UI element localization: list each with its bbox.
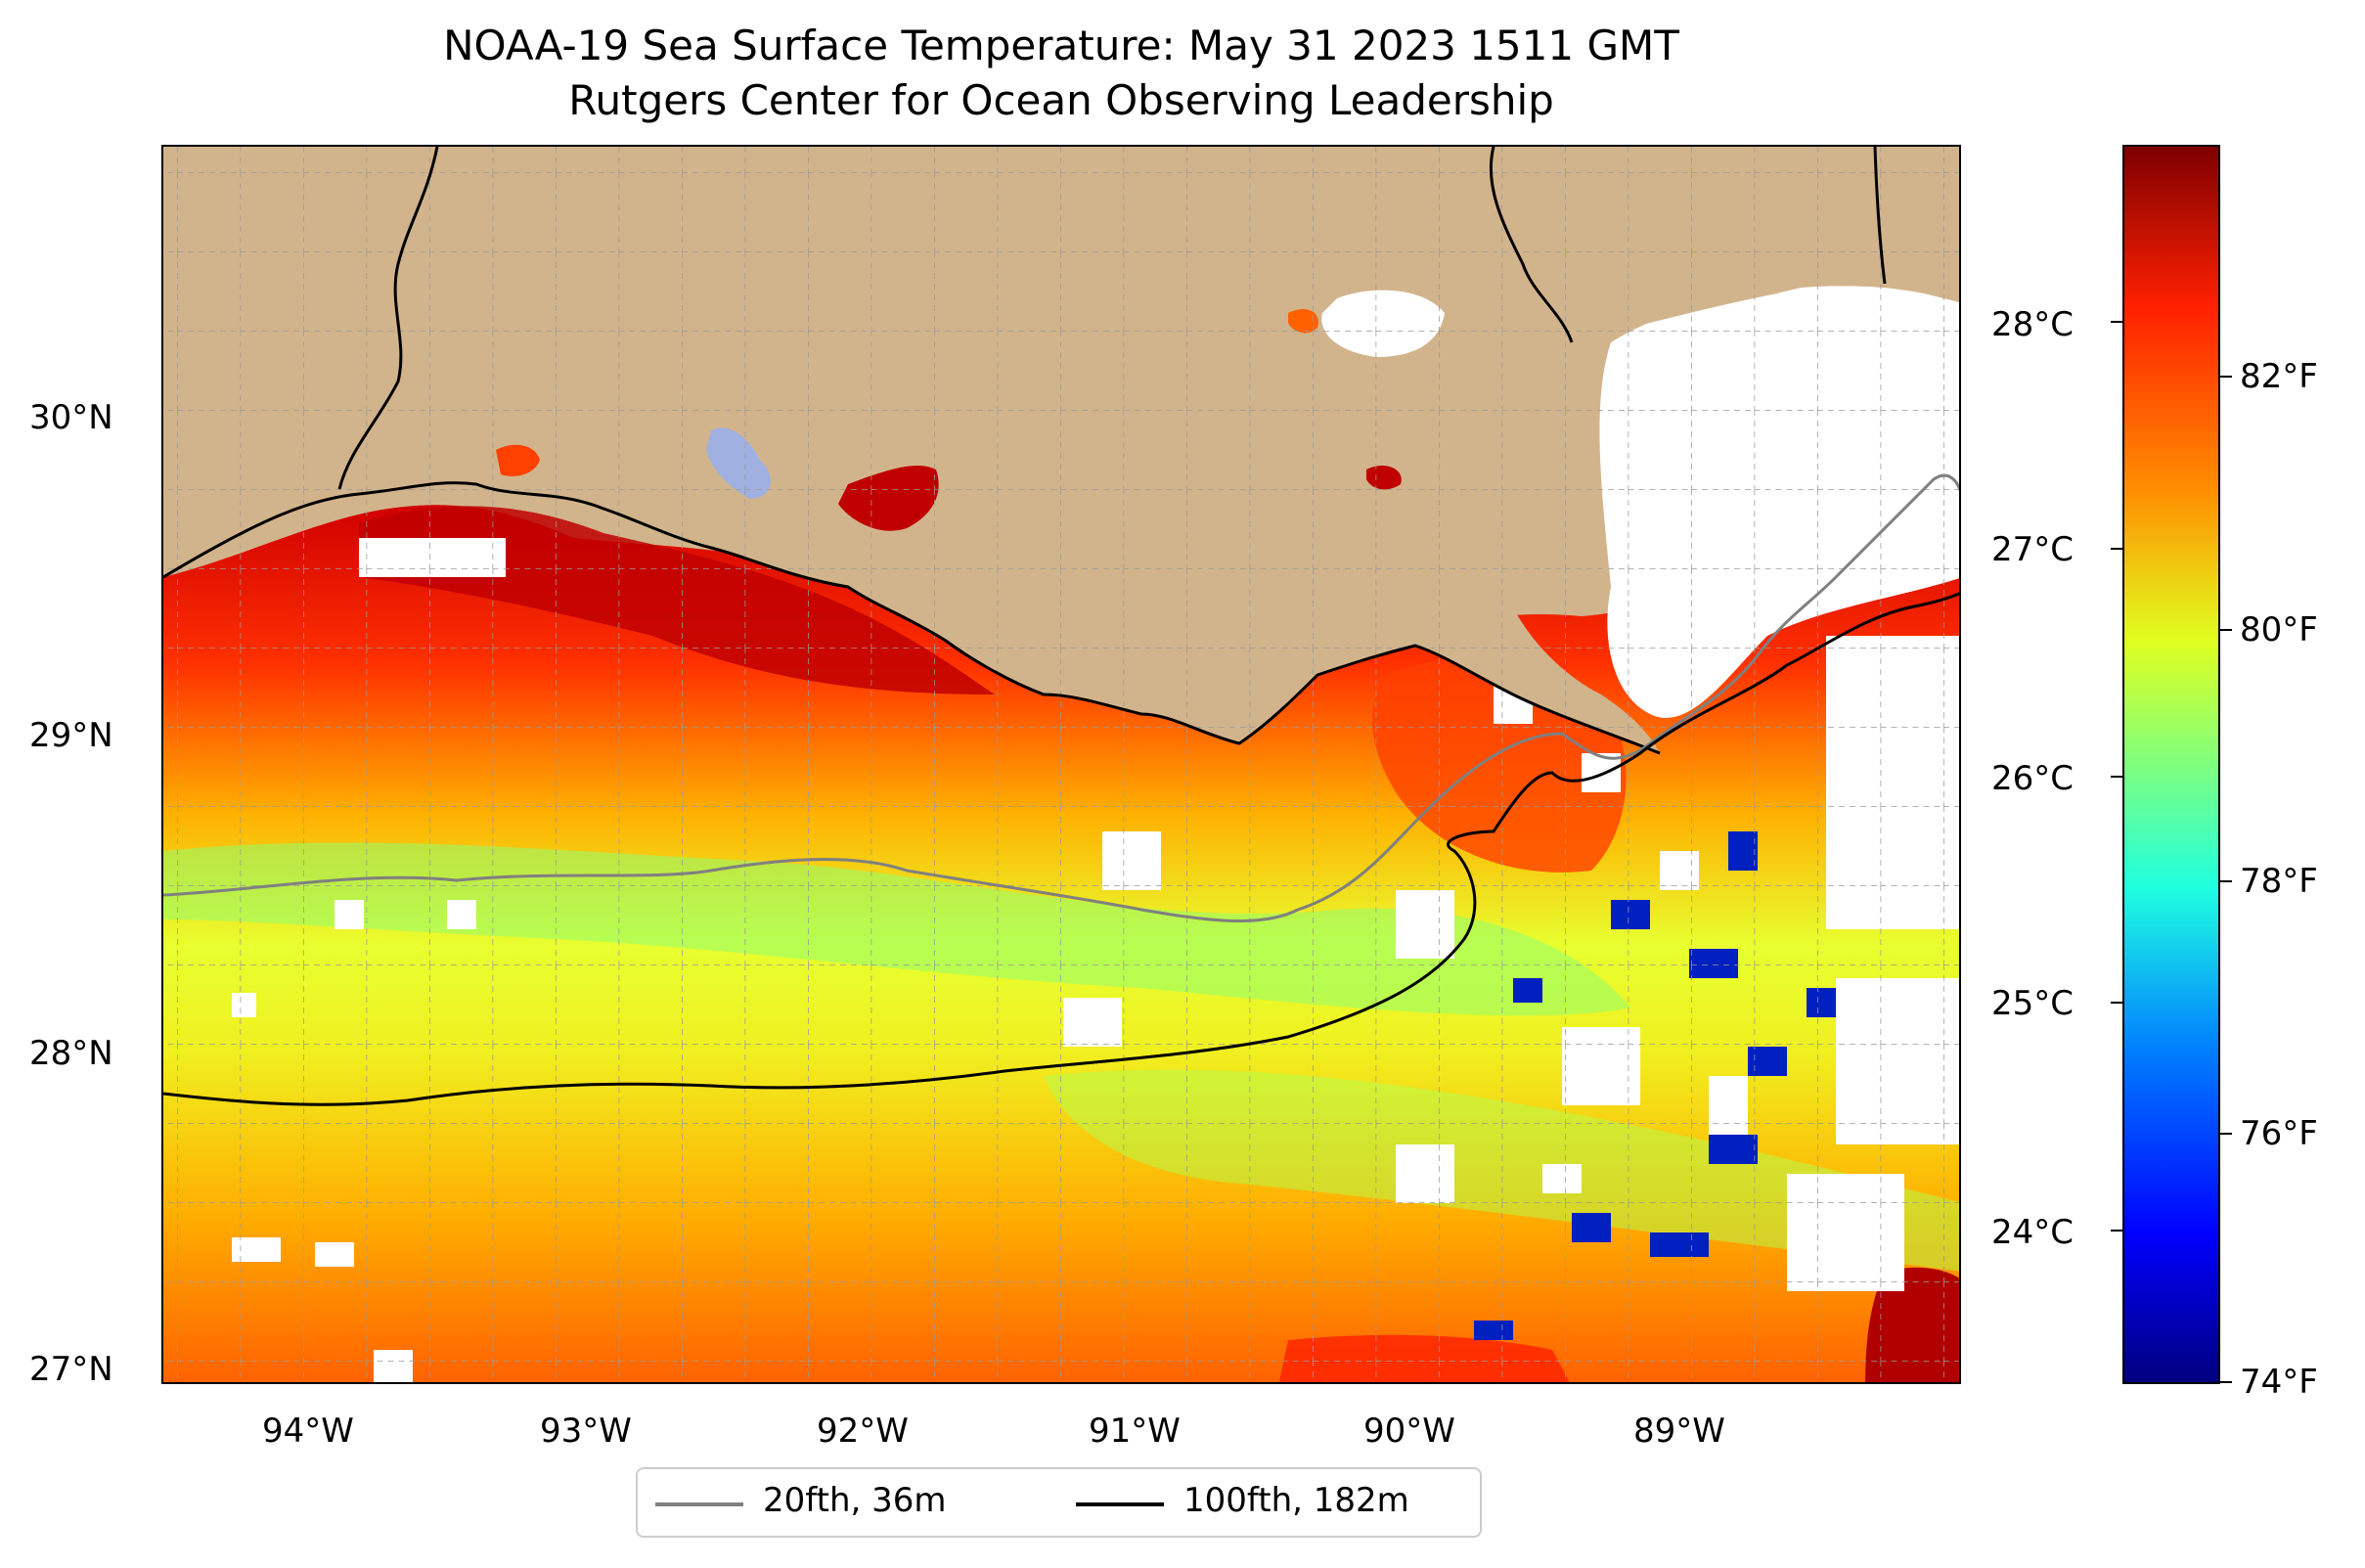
lon-label: 92°W [817, 1411, 909, 1451]
fahrenheit-label: 78°F [2240, 862, 2318, 901]
colorbar-tick [2111, 1002, 2122, 1004]
colorbar-tick [2111, 321, 2122, 323]
colorbar-tick [2111, 776, 2122, 778]
celsius-label: 28°C [1991, 305, 2075, 344]
lat-label: 29°N [29, 716, 113, 755]
legend-line-100fth [1076, 1502, 1164, 1506]
map-title: NOAA-19 Sea Surface Temperature: May 31 … [443, 22, 1679, 69]
colorbar-tick [2111, 548, 2122, 550]
colorbar-tick [2220, 880, 2232, 882]
lon-label: 90°W [1363, 1411, 1455, 1451]
fahrenheit-label: 80°F [2240, 610, 2318, 650]
state-border [337, 147, 1887, 490]
fahrenheit-label: 76°F [2240, 1114, 2318, 1153]
legend-line-20fth [655, 1502, 743, 1506]
lat-label: 30°N [29, 398, 113, 437]
colorbar-tick [2220, 1133, 2232, 1135]
celsius-label: 26°C [1991, 759, 2075, 798]
lon-label: 93°W [540, 1411, 632, 1451]
colorbar-tick [2220, 1381, 2232, 1383]
map-subtitle: Rutgers Center for Ocean Observing Leade… [568, 76, 1554, 124]
coastline [163, 481, 1661, 755]
legend-label-20fth: 20fth, 36m [763, 1481, 947, 1520]
colorbar-tick [2220, 376, 2232, 378]
lon-label: 94°W [262, 1411, 354, 1451]
legend-label-100fth: 100fth, 182m [1183, 1481, 1409, 1520]
fahrenheit-label: 82°F [2240, 357, 2318, 396]
celsius-label: 24°C [1991, 1213, 2075, 1252]
contour-legend: 20fth, 36m 100fth, 182m [636, 1467, 1482, 1538]
contour-20fth [163, 473, 1959, 922]
temperature-colorbar [2122, 145, 2220, 1384]
lon-label: 89°W [1633, 1411, 1725, 1451]
colorbar-tick [2111, 1230, 2122, 1232]
fahrenheit-label: 74°F [2240, 1363, 2318, 1402]
lat-label: 28°N [29, 1034, 113, 1073]
celsius-label: 25°C [1991, 984, 2075, 1023]
colorbar-tick [2220, 629, 2232, 631]
celsius-label: 27°C [1991, 530, 2075, 569]
lat-label: 27°N [29, 1350, 113, 1389]
contour-100fth [163, 592, 1959, 1106]
lon-label: 91°W [1089, 1411, 1181, 1451]
sst-map [161, 145, 1961, 1384]
graticule [163, 147, 1959, 1382]
sst-map-canvas [163, 147, 1959, 1382]
